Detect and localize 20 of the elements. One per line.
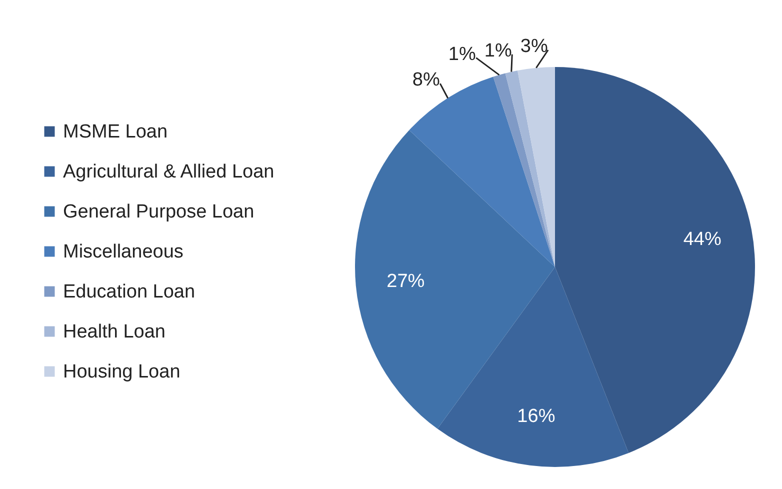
data-label: 3% bbox=[520, 36, 548, 57]
pie-slice bbox=[493, 73, 555, 267]
pie-slice bbox=[355, 130, 555, 429]
data-label: 8% bbox=[412, 70, 440, 91]
legend-label: General Purpose Loan bbox=[63, 202, 254, 222]
legend-label: Housing Loan bbox=[63, 362, 180, 382]
legend-label: Agricultural & Allied Loan bbox=[63, 162, 274, 182]
legend-label: MSME Loan bbox=[63, 122, 168, 142]
data-label: 27% bbox=[386, 271, 425, 292]
pie-slice bbox=[555, 67, 755, 453]
legend-label: Education Loan bbox=[63, 282, 196, 302]
pie-slice bbox=[505, 70, 555, 267]
data-label: 1% bbox=[484, 40, 512, 62]
data-label: 16% bbox=[517, 406, 556, 427]
legend-label: Miscellaneous bbox=[63, 242, 184, 262]
pie-slice bbox=[518, 67, 555, 267]
data-label: 44% bbox=[683, 228, 722, 250]
legend-label: Health Loan bbox=[63, 322, 166, 342]
data-label: 1% bbox=[448, 44, 476, 65]
pie-slice bbox=[437, 267, 629, 467]
